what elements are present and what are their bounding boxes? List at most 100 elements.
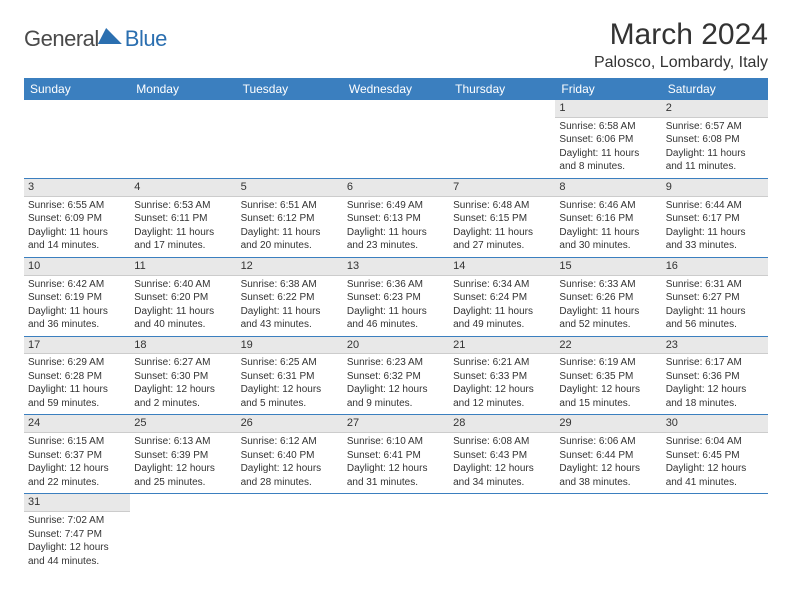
calendar-day-cell: 21Sunrise: 6:21 AMSunset: 6:33 PMDayligh…: [449, 336, 555, 415]
day-number: 25: [130, 415, 236, 433]
title-block: March 2024 Palosco, Lombardy, Italy: [594, 18, 768, 72]
weekday-header: Wednesday: [343, 78, 449, 100]
daylight-text: Daylight: 12 hours: [241, 462, 339, 476]
day-number: 5: [237, 179, 343, 197]
daylight-text: Daylight: 11 hours: [453, 226, 551, 240]
daylight-text: and 2 minutes.: [134, 397, 232, 411]
sunset-text: Sunset: 6:15 PM: [453, 212, 551, 226]
sunset-text: Sunset: 6:09 PM: [28, 212, 126, 226]
day-number: 22: [555, 337, 661, 355]
daylight-text: and 11 minutes.: [666, 160, 764, 174]
sunrise-text: Sunrise: 6:42 AM: [28, 278, 126, 292]
sunrise-text: Sunrise: 6:38 AM: [241, 278, 339, 292]
calendar-day-cell: 15Sunrise: 6:33 AMSunset: 6:26 PMDayligh…: [555, 257, 661, 336]
sunrise-text: Sunrise: 6:34 AM: [453, 278, 551, 292]
sunset-text: Sunset: 6:33 PM: [453, 370, 551, 384]
sunrise-text: Sunrise: 6:06 AM: [559, 435, 657, 449]
calendar-day-cell: 4Sunrise: 6:53 AMSunset: 6:11 PMDaylight…: [130, 178, 236, 257]
daylight-text: and 14 minutes.: [28, 239, 126, 253]
calendar-table: Sunday Monday Tuesday Wednesday Thursday…: [24, 78, 768, 572]
day-number: 26: [237, 415, 343, 433]
weekday-header-row: Sunday Monday Tuesday Wednesday Thursday…: [24, 78, 768, 100]
calendar-day-cell: 22Sunrise: 6:19 AMSunset: 6:35 PMDayligh…: [555, 336, 661, 415]
day-number: 6: [343, 179, 449, 197]
day-number: 3: [24, 179, 130, 197]
daylight-text: Daylight: 11 hours: [559, 305, 657, 319]
daylight-text: and 36 minutes.: [28, 318, 126, 332]
daylight-text: and 27 minutes.: [453, 239, 551, 253]
day-number: 15: [555, 258, 661, 276]
calendar-day-cell: [24, 100, 130, 178]
daylight-text: and 17 minutes.: [134, 239, 232, 253]
sunrise-text: Sunrise: 6:13 AM: [134, 435, 232, 449]
calendar-day-cell: 19Sunrise: 6:25 AMSunset: 6:31 PMDayligh…: [237, 336, 343, 415]
sunset-text: Sunset: 6:22 PM: [241, 291, 339, 305]
daylight-text: and 59 minutes.: [28, 397, 126, 411]
sunset-text: Sunset: 6:27 PM: [666, 291, 764, 305]
sunrise-text: Sunrise: 6:12 AM: [241, 435, 339, 449]
calendar-week-row: 1Sunrise: 6:58 AMSunset: 6:06 PMDaylight…: [24, 100, 768, 178]
calendar-day-cell: 17Sunrise: 6:29 AMSunset: 6:28 PMDayligh…: [24, 336, 130, 415]
sunrise-text: Sunrise: 6:55 AM: [28, 199, 126, 213]
sunrise-text: Sunrise: 6:49 AM: [347, 199, 445, 213]
sunrise-text: Sunrise: 6:36 AM: [347, 278, 445, 292]
sunrise-text: Sunrise: 6:08 AM: [453, 435, 551, 449]
daylight-text: and 18 minutes.: [666, 397, 764, 411]
calendar-day-cell: 30Sunrise: 6:04 AMSunset: 6:45 PMDayligh…: [662, 415, 768, 494]
daylight-text: Daylight: 11 hours: [347, 226, 445, 240]
calendar-page: General Blue March 2024 Palosco, Lombard…: [0, 0, 792, 590]
weekday-header: Monday: [130, 78, 236, 100]
day-number: 8: [555, 179, 661, 197]
daylight-text: Daylight: 12 hours: [28, 462, 126, 476]
day-number: 28: [449, 415, 555, 433]
daylight-text: Daylight: 11 hours: [134, 305, 232, 319]
calendar-day-cell: 23Sunrise: 6:17 AMSunset: 6:36 PMDayligh…: [662, 336, 768, 415]
day-number: 17: [24, 337, 130, 355]
daylight-text: Daylight: 12 hours: [666, 383, 764, 397]
daylight-text: and 15 minutes.: [559, 397, 657, 411]
sunrise-text: Sunrise: 6:51 AM: [241, 199, 339, 213]
weekday-header: Sunday: [24, 78, 130, 100]
day-number: 23: [662, 337, 768, 355]
calendar-day-cell: 14Sunrise: 6:34 AMSunset: 6:24 PMDayligh…: [449, 257, 555, 336]
day-number: 27: [343, 415, 449, 433]
sunrise-text: Sunrise: 6:29 AM: [28, 356, 126, 370]
header: General Blue March 2024 Palosco, Lombard…: [24, 18, 768, 72]
calendar-week-row: 10Sunrise: 6:42 AMSunset: 6:19 PMDayligh…: [24, 257, 768, 336]
sunset-text: Sunset: 6:13 PM: [347, 212, 445, 226]
calendar-day-cell: [130, 494, 236, 572]
day-number: 18: [130, 337, 236, 355]
sunset-text: Sunset: 6:36 PM: [666, 370, 764, 384]
daylight-text: and 12 minutes.: [453, 397, 551, 411]
brand-part2: Blue: [125, 26, 167, 52]
day-number: 14: [449, 258, 555, 276]
day-number: 29: [555, 415, 661, 433]
sunrise-text: Sunrise: 6:58 AM: [559, 120, 657, 134]
daylight-text: and 31 minutes.: [347, 476, 445, 490]
daylight-text: Daylight: 12 hours: [559, 383, 657, 397]
sunset-text: Sunset: 6:28 PM: [28, 370, 126, 384]
sunset-text: Sunset: 6:26 PM: [559, 291, 657, 305]
sunrise-text: Sunrise: 6:40 AM: [134, 278, 232, 292]
calendar-day-cell: 26Sunrise: 6:12 AMSunset: 6:40 PMDayligh…: [237, 415, 343, 494]
sunset-text: Sunset: 6:30 PM: [134, 370, 232, 384]
calendar-day-cell: 5Sunrise: 6:51 AMSunset: 6:12 PMDaylight…: [237, 178, 343, 257]
sunrise-text: Sunrise: 6:27 AM: [134, 356, 232, 370]
calendar-week-row: 24Sunrise: 6:15 AMSunset: 6:37 PMDayligh…: [24, 415, 768, 494]
sunrise-text: Sunrise: 6:15 AM: [28, 435, 126, 449]
location: Palosco, Lombardy, Italy: [594, 54, 768, 72]
calendar-day-cell: 13Sunrise: 6:36 AMSunset: 6:23 PMDayligh…: [343, 257, 449, 336]
sunset-text: Sunset: 6:44 PM: [559, 449, 657, 463]
sunset-text: Sunset: 6:17 PM: [666, 212, 764, 226]
calendar-day-cell: 16Sunrise: 6:31 AMSunset: 6:27 PMDayligh…: [662, 257, 768, 336]
daylight-text: and 9 minutes.: [347, 397, 445, 411]
calendar-day-cell: 3Sunrise: 6:55 AMSunset: 6:09 PMDaylight…: [24, 178, 130, 257]
daylight-text: and 49 minutes.: [453, 318, 551, 332]
day-number: 24: [24, 415, 130, 433]
calendar-day-cell: [130, 100, 236, 178]
day-number: 19: [237, 337, 343, 355]
daylight-text: and 25 minutes.: [134, 476, 232, 490]
month-title: March 2024: [594, 18, 768, 52]
calendar-day-cell: [555, 494, 661, 572]
daylight-text: Daylight: 11 hours: [28, 383, 126, 397]
